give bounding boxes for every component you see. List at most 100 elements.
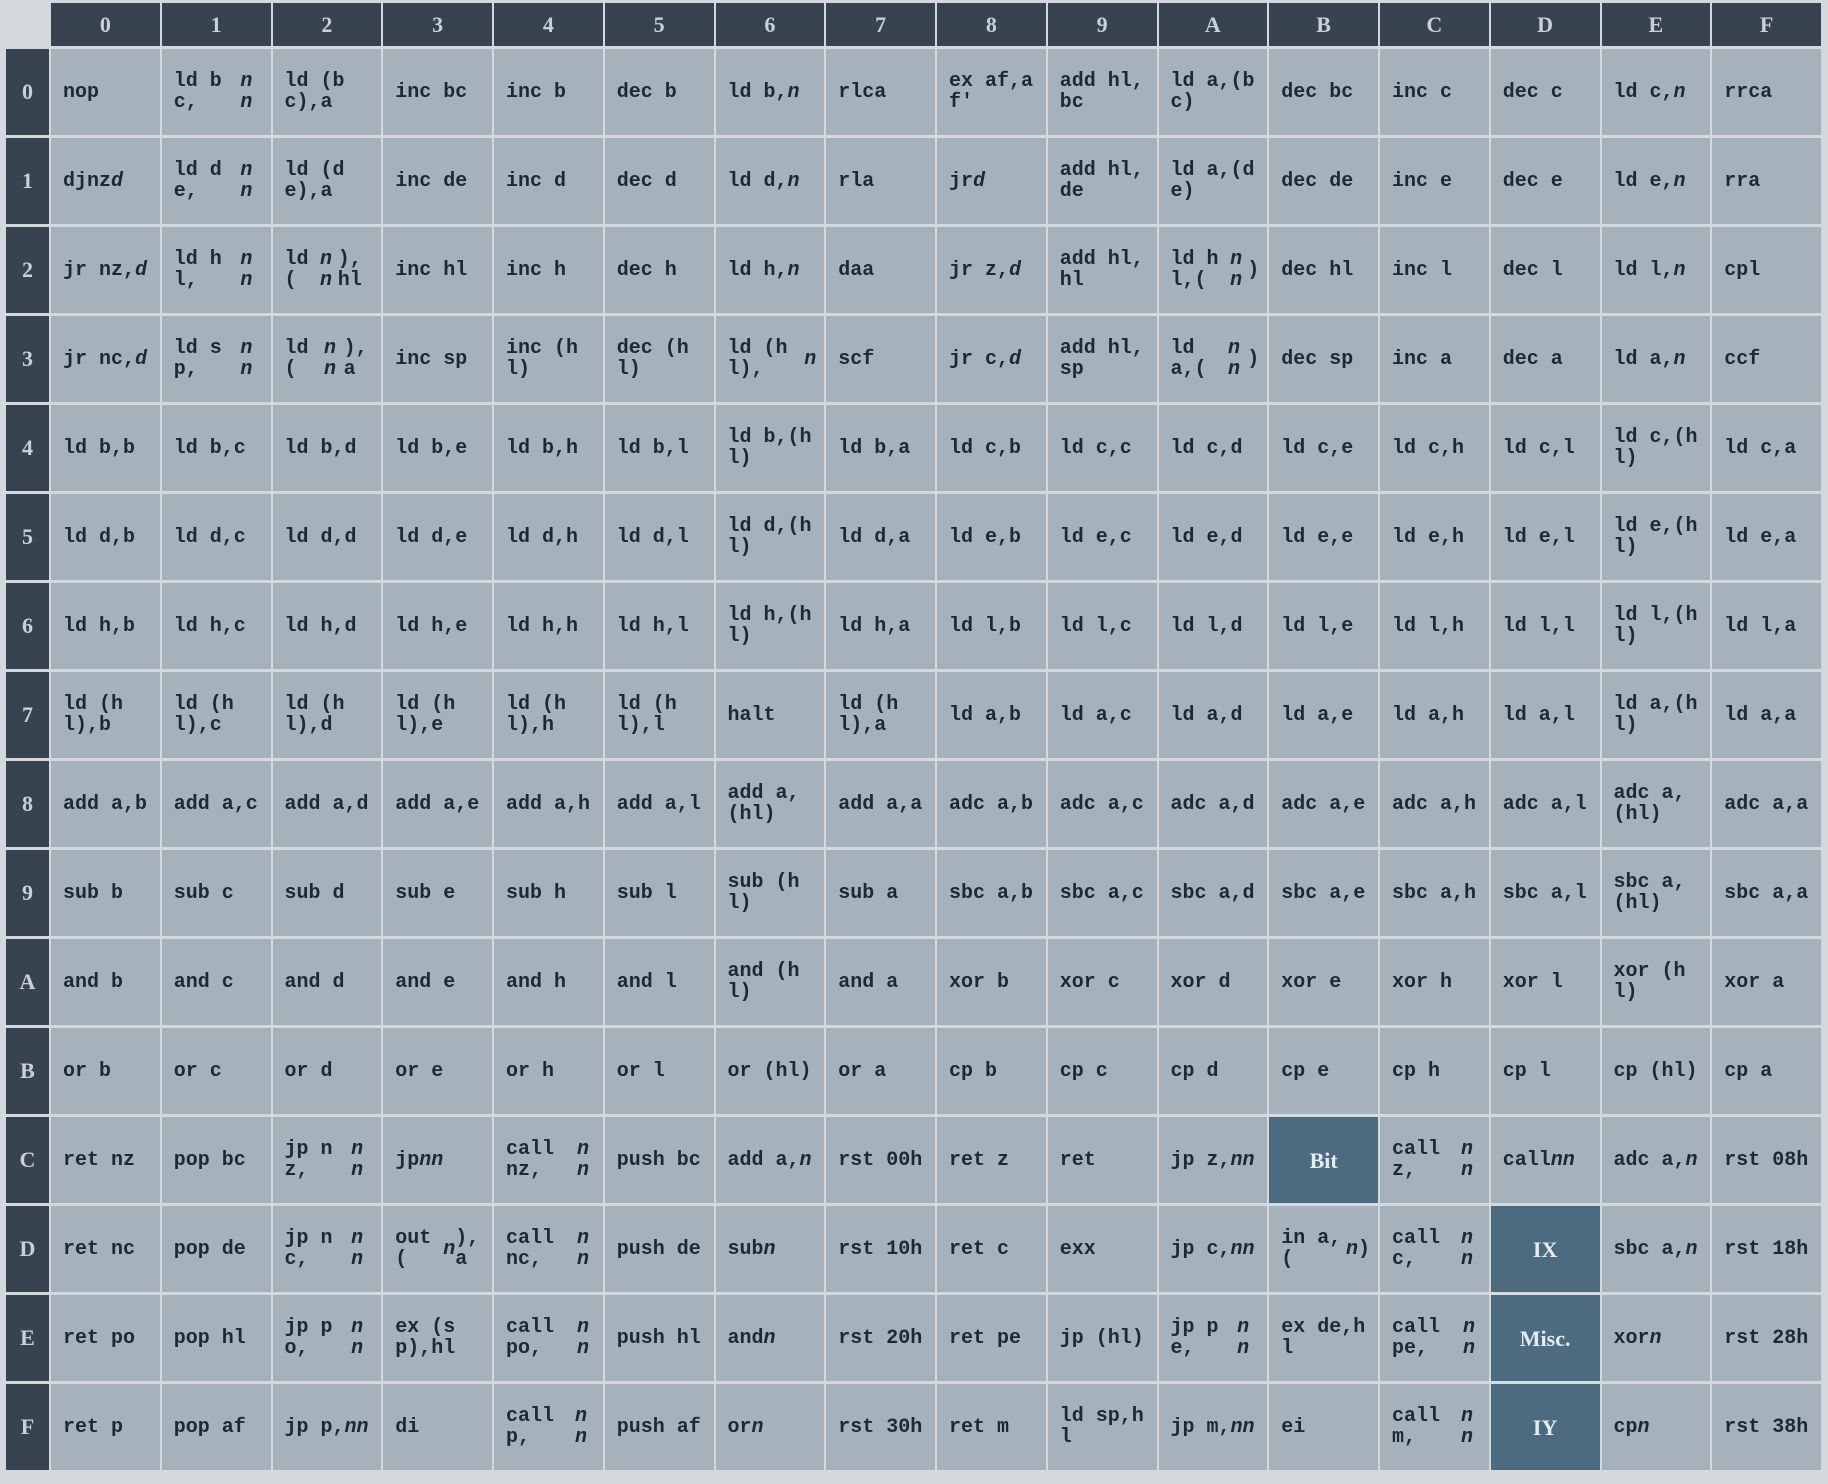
opcode-cell-a-8: xor b [937, 939, 1046, 1025]
operand: n [751, 1415, 764, 1439]
row-header-e: E [6, 1295, 49, 1381]
opcode-cell-4-0: ld b,b [51, 405, 160, 491]
opcode-cell-2-5: dec h [604, 227, 714, 313]
opcode-cell-0-1: ld bc, nn [161, 49, 271, 135]
opcode-cell-7-6: halt [715, 672, 825, 758]
operand: nn [1230, 1237, 1255, 1261]
row-header-d: D [6, 1206, 49, 1292]
opcode-cell-9-6: sub (hl) [715, 850, 825, 936]
opcode-cell-2-2: ld (nn),hl [272, 227, 382, 313]
opcode-cell-f-5: push af [604, 1384, 714, 1470]
operand: nn [1461, 1227, 1474, 1271]
opcode-cell-b-a: cp d [1158, 1028, 1268, 1114]
opcode-cell-f-e: cp n [1601, 1384, 1711, 1470]
opcode-cell-c-2: jp nz, nn [272, 1117, 382, 1203]
row-header-c: C [6, 1117, 49, 1203]
operand: d [135, 258, 148, 282]
opcode-cell-4-9: ld c,c [1047, 405, 1157, 491]
opcode-cell-d-4: call nc, nn [494, 1206, 603, 1292]
opcode-cell-1-3: inc de [383, 138, 492, 224]
opcode-cell-e-2: jp po, nn [272, 1295, 382, 1381]
opcode-cell-f-7: rst 30h [826, 1384, 935, 1470]
opcode-cell-0-d: dec c [1490, 49, 1600, 135]
opcode-cell-3-6: ld (hl), n [715, 316, 825, 402]
opcode-cell-3-f: ccf [1712, 316, 1821, 402]
operand: nn [240, 159, 253, 203]
operand: nn [577, 1138, 590, 1182]
opcode-cell-1-9: add hl,de [1047, 138, 1157, 224]
opcode-cell-2-3: inc hl [383, 227, 492, 313]
opcode-cell-0-a: ld a,(bc) [1158, 49, 1268, 135]
opcode-cell-b-9: cp c [1047, 1028, 1157, 1114]
opcode-cell-b-3: or e [383, 1028, 492, 1114]
opcode-cell-3-9: add hl,sp [1047, 316, 1157, 402]
opcode-cell-8-8: adc a,b [937, 761, 1046, 847]
operand: nn [240, 248, 253, 292]
column-header-8: 8 [937, 3, 1046, 46]
operand: n [1673, 347, 1686, 371]
opcode-cell-b-4: or h [494, 1028, 603, 1114]
row-header-1: 1 [6, 138, 49, 224]
opcode-cell-c-1: pop bc [161, 1117, 271, 1203]
column-header-c: C [1380, 3, 1489, 46]
operand: nn [1228, 337, 1241, 381]
opcode-cell-1-1: ld de, nn [161, 138, 271, 224]
operand: n [1685, 1237, 1698, 1261]
opcode-cell-5-c: ld e,h [1380, 494, 1489, 580]
opcode-cell-d-b: in a,(n) [1269, 1206, 1378, 1292]
row-header-2: 2 [6, 227, 49, 313]
opcode-cell-1-b: dec de [1269, 138, 1378, 224]
opcode-cell-f-a: jp m, nn [1158, 1384, 1268, 1470]
opcode-cell-1-4: inc d [494, 138, 603, 224]
opcode-cell-4-6: ld b,(hl) [715, 405, 825, 491]
opcode-cell-8-c: adc a,h [1380, 761, 1489, 847]
opcode-cell-1-d: dec e [1490, 138, 1600, 224]
opcode-cell-1-5: dec d [604, 138, 714, 224]
opcode-cell-3-8: jr c, d [937, 316, 1046, 402]
opcode-cell-e-f: rst 28h [1712, 1295, 1821, 1381]
opcode-cell-4-c: ld c,h [1380, 405, 1489, 491]
opcode-cell-c-3: jp nn [383, 1117, 492, 1203]
opcode-cell-2-1: ld hl, nn [161, 227, 271, 313]
opcode-cell-0-9: add hl,bc [1047, 49, 1157, 135]
opcode-cell-d-7: rst 10h [826, 1206, 935, 1292]
opcode-cell-a-3: and e [383, 939, 492, 1025]
operand: nn [1237, 1316, 1250, 1360]
opcode-cell-5-2: ld d,d [272, 494, 382, 580]
opcode-cell-2-a: ld hl,(nn) [1158, 227, 1268, 313]
opcode-cell-3-a: ld a,(nn) [1158, 316, 1268, 402]
opcode-cell-7-0: ld (hl),b [51, 672, 160, 758]
prefix-cell-f-d: IY [1490, 1384, 1600, 1470]
opcode-cell-d-e: sbc a, n [1601, 1206, 1711, 1292]
opcode-cell-8-6: add a,(hl) [715, 761, 825, 847]
operand: n [763, 1237, 776, 1261]
opcode-cell-b-c: cp h [1380, 1028, 1489, 1114]
opcode-cell-0-7: rlca [826, 49, 935, 135]
opcode-cell-c-6: add a, n [715, 1117, 825, 1203]
opcode-cell-7-9: ld a,c [1047, 672, 1157, 758]
opcode-cell-a-b: xor e [1269, 939, 1378, 1025]
operand: d [111, 169, 124, 193]
opcode-cell-3-d: dec a [1490, 316, 1600, 402]
column-header-1: 1 [161, 3, 271, 46]
opcode-cell-8-9: adc a,c [1047, 761, 1157, 847]
opcode-cell-5-8: ld e,b [937, 494, 1046, 580]
opcode-cell-1-e: ld e, n [1601, 138, 1711, 224]
opcode-cell-c-a: jp z, nn [1158, 1117, 1268, 1203]
opcode-cell-9-2: sub d [272, 850, 382, 936]
opcode-cell-0-8: ex af,af' [937, 49, 1046, 135]
opcode-cell-e-e: xor n [1601, 1295, 1711, 1381]
operand: nn [419, 1148, 444, 1172]
opcode-cell-3-0: jr nc, d [51, 316, 160, 402]
opcode-cell-5-d: ld e,l [1490, 494, 1600, 580]
opcode-cell-6-7: ld h,a [826, 583, 935, 669]
opcode-cell-b-1: or c [161, 1028, 271, 1114]
opcode-cell-6-4: ld h,h [494, 583, 603, 669]
opcode-cell-1-6: ld d, n [715, 138, 825, 224]
prefix-cell-d-d: IX [1490, 1206, 1600, 1292]
operand: nn [1461, 1405, 1474, 1449]
opcode-cell-f-2: jp p, nn [272, 1384, 382, 1470]
opcode-cell-b-e: cp (hl) [1601, 1028, 1711, 1114]
operand: d [1009, 347, 1022, 371]
opcode-cell-7-7: ld (hl),a [826, 672, 935, 758]
